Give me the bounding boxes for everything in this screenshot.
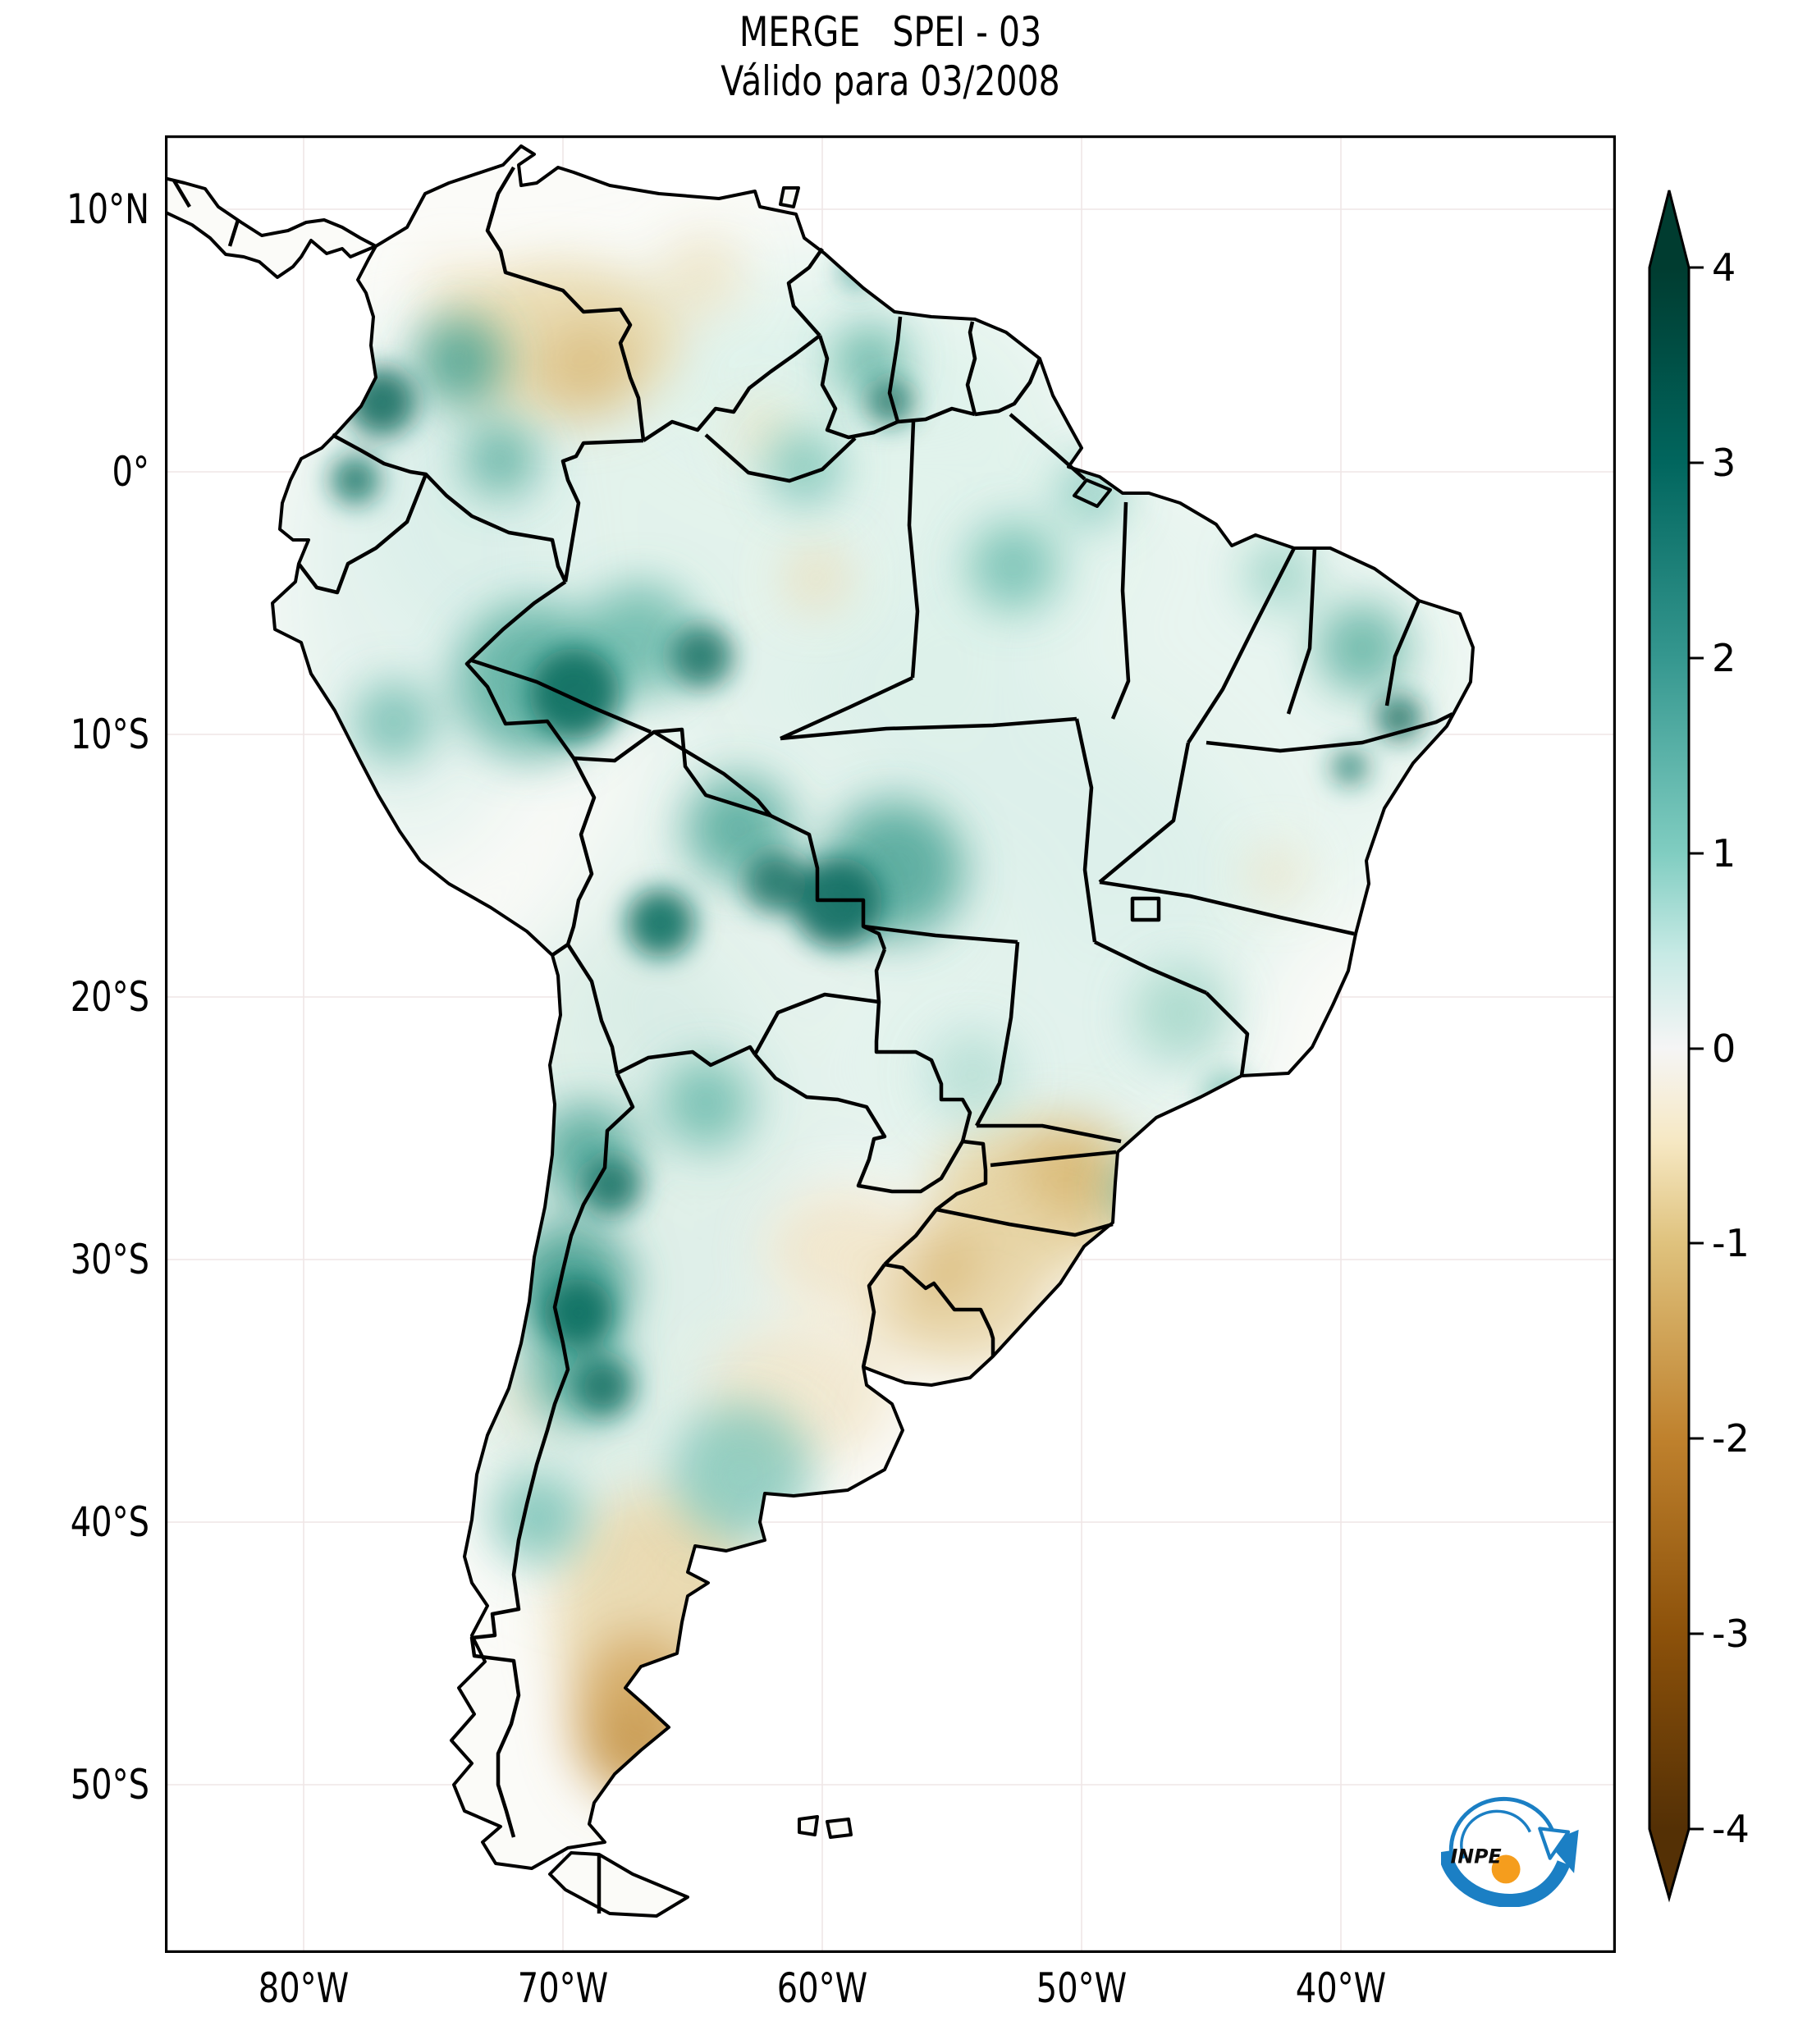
logo-inpe-text: INPE: [1450, 1845, 1501, 1868]
cb-tick-m2: -2: [1712, 1416, 1750, 1461]
country-borders: [172, 166, 1042, 1914]
cb-tick-4: 4: [1712, 245, 1736, 290]
cb-tick-1: 1: [1712, 831, 1736, 876]
cb-tick-2: 2: [1712, 636, 1736, 680]
y-tick-40s: 40°S: [70, 1498, 149, 1546]
cb-tick-m1: -1: [1712, 1221, 1750, 1265]
y-tick-50s: 50°S: [70, 1761, 149, 1809]
cb-tick-m3: -3: [1712, 1612, 1750, 1656]
y-tick-10n: 10°N: [66, 185, 149, 233]
map-frame: [165, 135, 1616, 1953]
logo-outer-swirl-icon: [1448, 1796, 1556, 1866]
logo-inner-swirl-icon: [1460, 1809, 1532, 1859]
x-tick-40w: 40°W: [1295, 1964, 1387, 2012]
south-america-spei-map: [165, 135, 1616, 1953]
colorbar: 4 3 2 1 0 -1 -2 -3 -4: [1648, 190, 1750, 1903]
y-tick-20s: 20°S: [70, 973, 149, 1021]
y-tick-30s: 30°S: [70, 1236, 149, 1283]
figure-title: MERGE SPEI - 03: [739, 8, 1042, 56]
logo-hollow-arrowhead-icon: [1538, 1827, 1571, 1860]
cb-tick-m4: -4: [1712, 1807, 1750, 1851]
logo-orange-globe-icon: [1491, 1854, 1521, 1884]
coastlines: [165, 144, 1475, 1918]
x-tick-50w: 50°W: [1036, 1964, 1128, 2012]
colorbar-tick-marks: [1689, 266, 1704, 1831]
figure-subtitle: Válido para 03/2008: [721, 57, 1060, 105]
cb-tick-3: 3: [1712, 441, 1736, 485]
state-borders: [471, 413, 1454, 1237]
inpe-logo: INPE: [1441, 1796, 1579, 1907]
colorbar-tick-labels: 4 3 2 1 0 -1 -2 -3 -4: [1712, 245, 1750, 1851]
y-tick-0: 0°: [112, 448, 149, 496]
cb-tick-0: 0: [1712, 1027, 1736, 1071]
x-tick-80w: 80°W: [258, 1964, 350, 2012]
colorbar-gradient-bar: [1648, 190, 1690, 1903]
x-tick-70w: 70°W: [517, 1964, 609, 2012]
y-tick-10s: 10°S: [70, 711, 149, 758]
x-tick-60w: 60°W: [776, 1964, 868, 2012]
logo-solid-arrow-body-icon: [1441, 1850, 1571, 1907]
